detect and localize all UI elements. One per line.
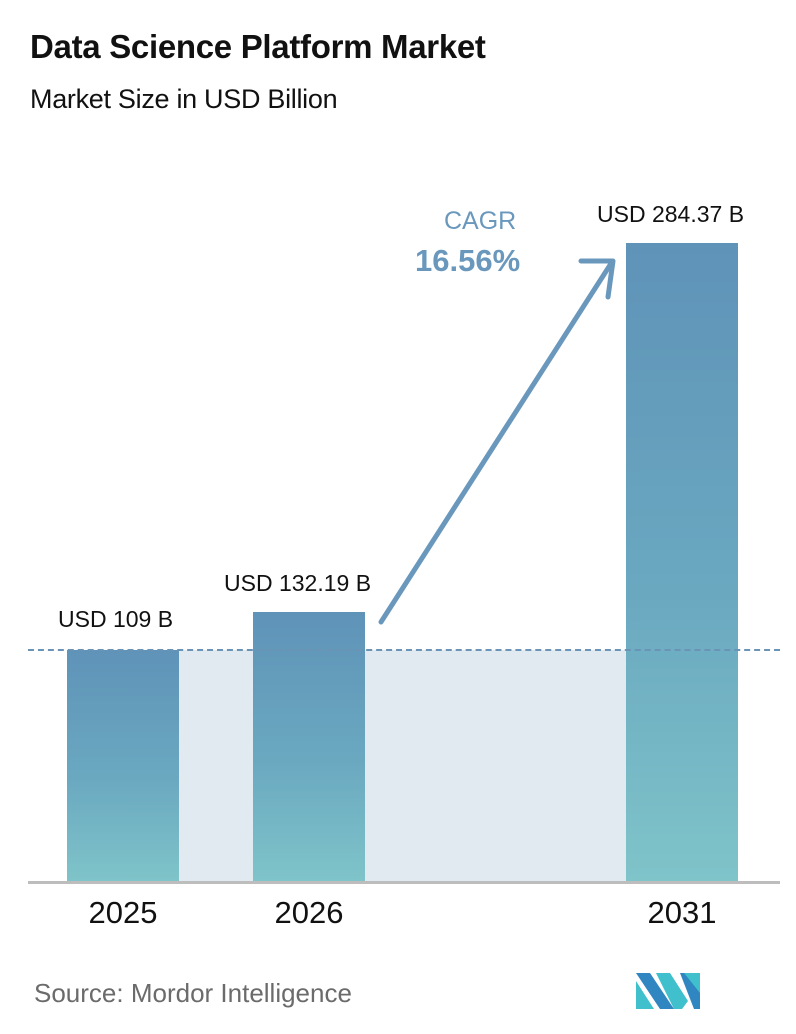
x-axis-line bbox=[28, 881, 780, 884]
bar-2026 bbox=[253, 612, 365, 882]
bar-value-label-2031: USD 284.37 B bbox=[597, 201, 745, 227]
bar-2025 bbox=[67, 650, 179, 882]
cagr-label: CAGR bbox=[444, 207, 517, 235]
bar-value-label-2026: USD 132.19 B bbox=[224, 570, 372, 596]
x-tick-2025: 2025 bbox=[88, 895, 158, 930]
source-note: Source: Mordor Intelligence bbox=[34, 978, 352, 1008]
mordor-intelligence-logo-icon bbox=[636, 973, 700, 1009]
x-tick-2026: 2026 bbox=[274, 895, 344, 930]
x-tick-2031: 2031 bbox=[647, 895, 717, 930]
chart-subtitle: Market Size in USD Billion bbox=[30, 84, 338, 114]
chart-title: Data Science Platform Market bbox=[30, 28, 486, 65]
cagr-value: 16.56% bbox=[415, 243, 521, 278]
reference-dashed-line bbox=[28, 649, 780, 651]
bar-2031 bbox=[626, 243, 738, 882]
bar-value-label-2025: USD 109 B bbox=[58, 606, 174, 632]
